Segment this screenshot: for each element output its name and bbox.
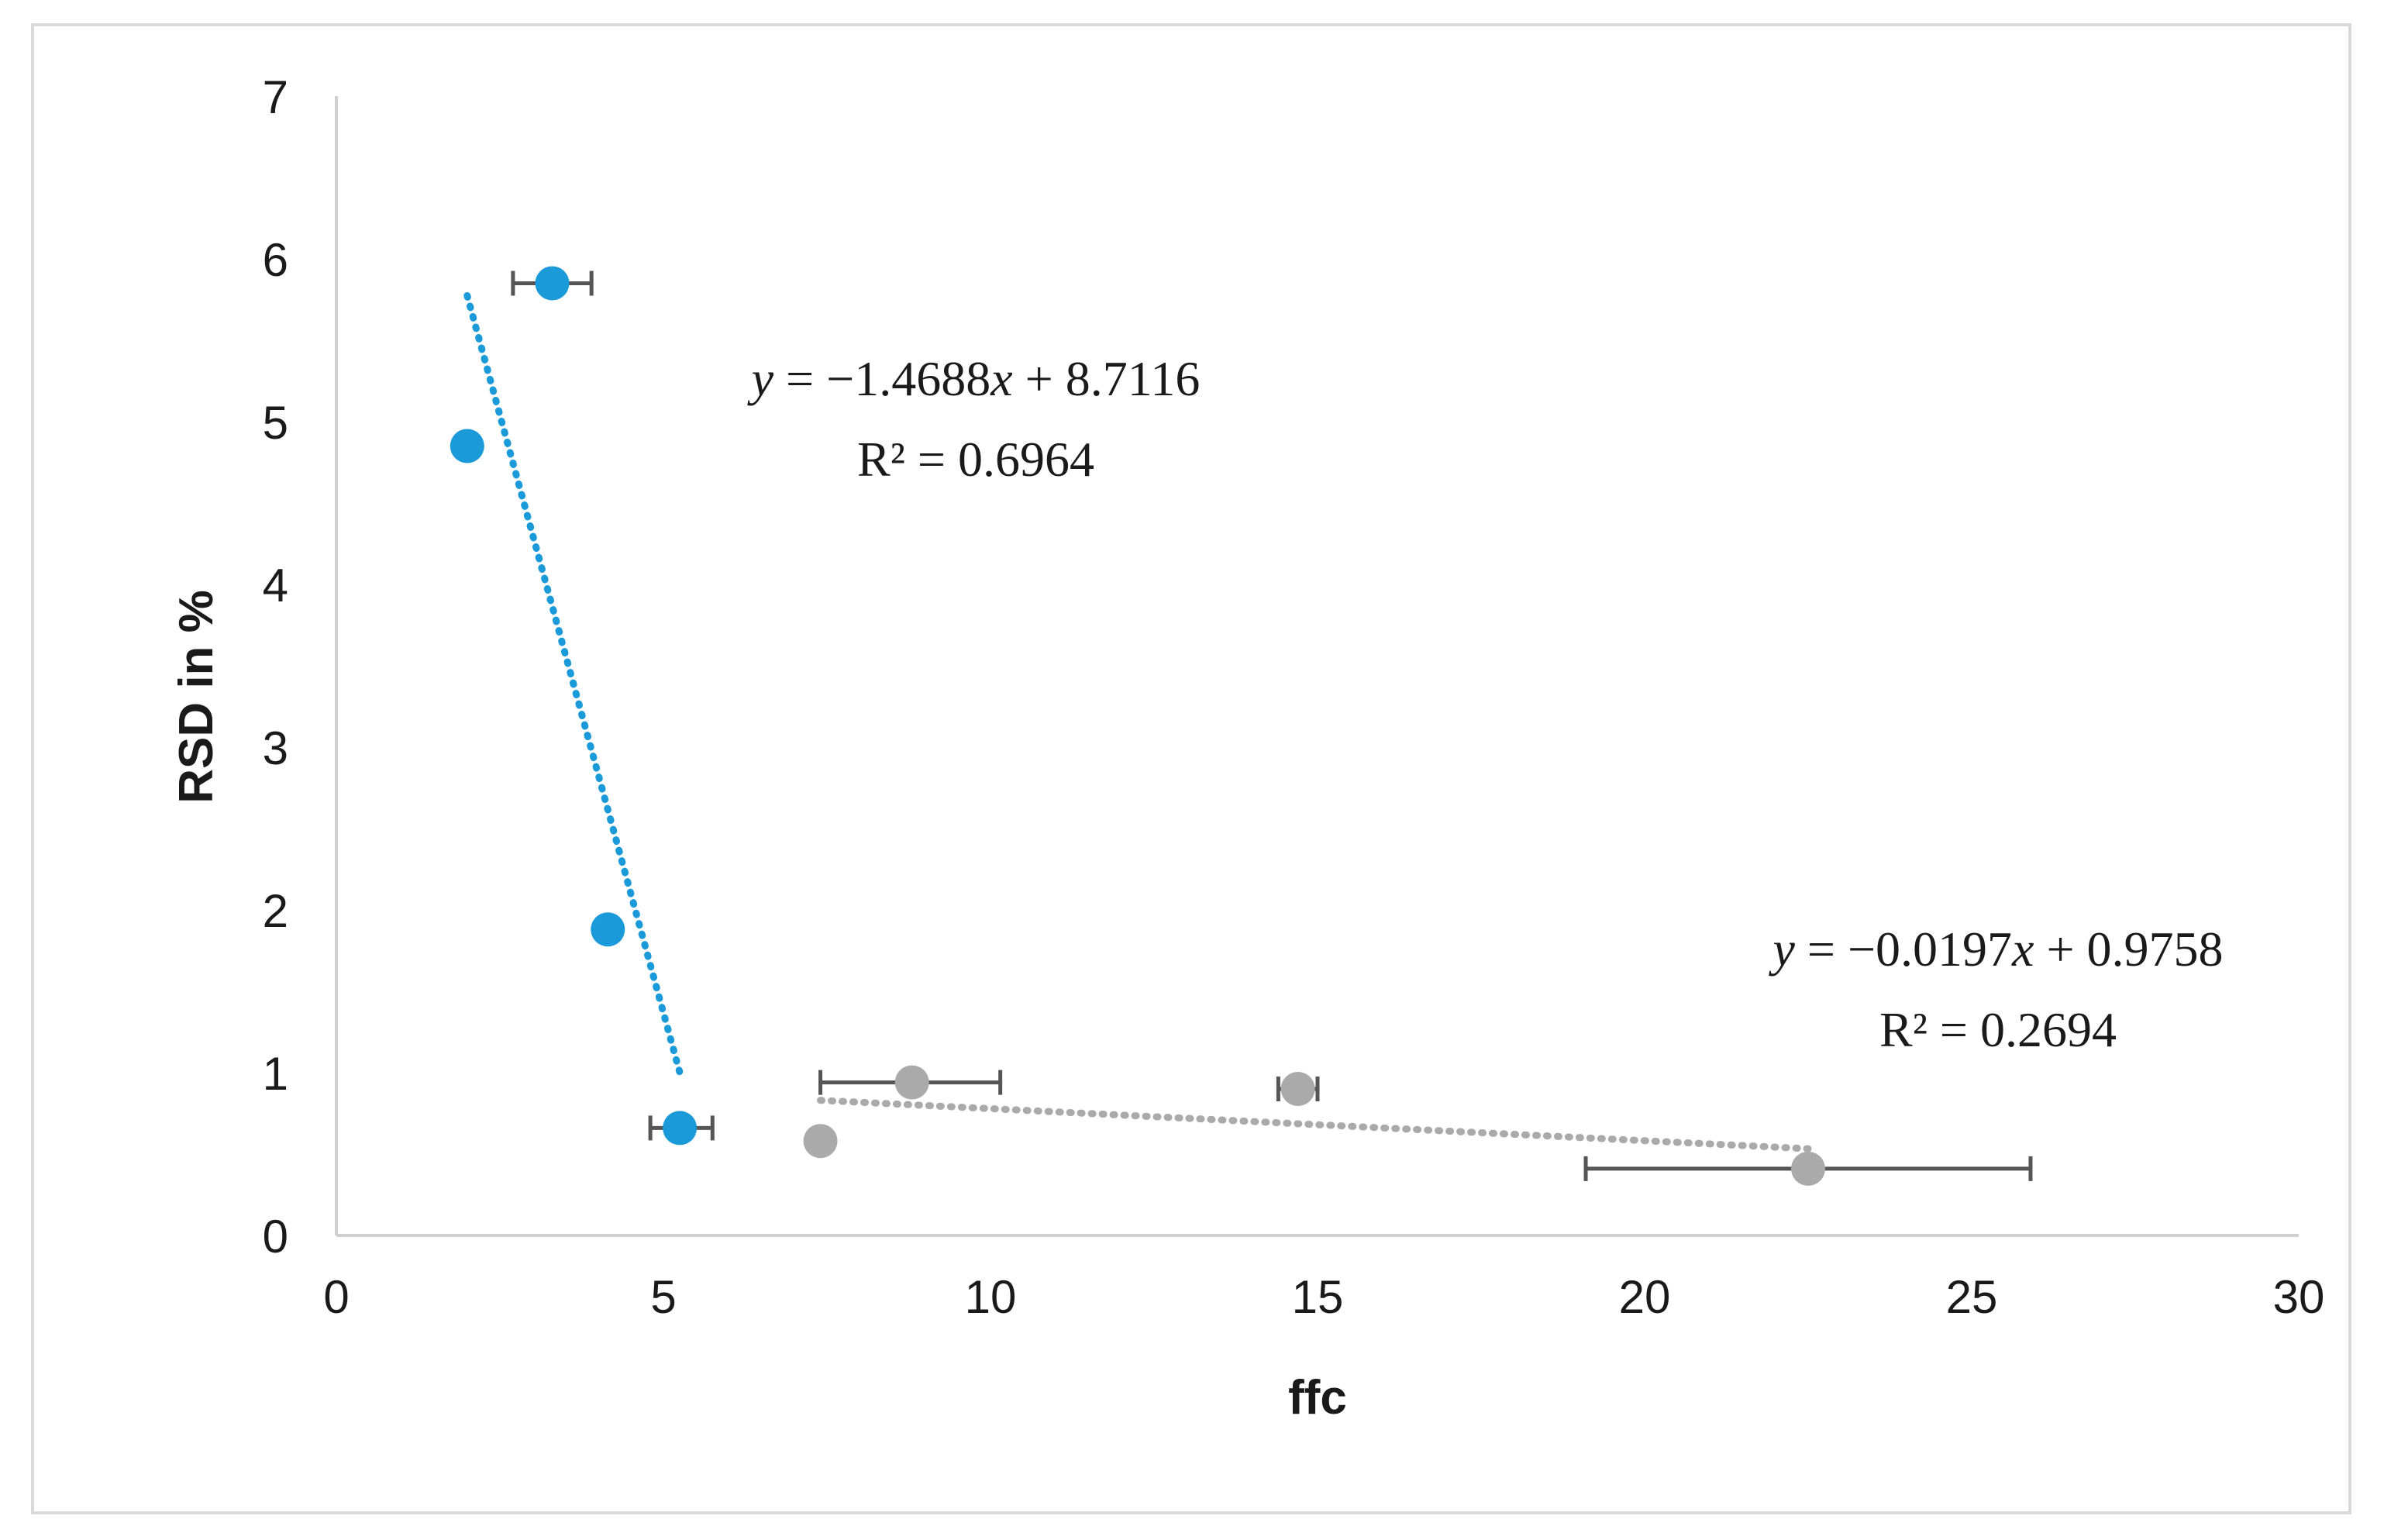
r-squared-gray: R² = 0.2694 [1879,1002,2117,1057]
axes: 0 5 10 15 20 25 30 0 1 2 3 4 5 6 7 [263,71,2325,1323]
y-tick-label: 2 [263,885,288,937]
y-tick-label: 5 [263,397,288,449]
y-tick-label: 1 [263,1048,288,1100]
x-axis-title: ffc [1288,1371,1347,1425]
data-point-blue [663,1111,698,1146]
x-tick-label: 15 [1292,1271,1344,1323]
data-point-gray [894,1065,929,1100]
x-tick-label: 0 [323,1271,349,1323]
r-squared-blue: R² = 0.6964 [857,432,1094,487]
trendline-equation-gray: y = −0.0197x + 0.9758 [1768,922,2223,977]
x-tick-label: 5 [650,1271,676,1323]
data-point-gray [1280,1072,1315,1106]
x-tick-label: 20 [1619,1271,1671,1323]
data-point-blue [591,912,625,947]
y-axis-title: RSD in % [170,590,223,804]
x-tick-label: 30 [2273,1271,2325,1323]
error-bars [511,270,2033,1181]
x-tick-label: 10 [965,1271,1017,1323]
trendline-gray [817,1097,1812,1152]
data-point-blue [450,429,484,463]
labels: ffc RSD in % y = −1.4688x + 8.7116 R² = … [170,351,2224,1425]
trendline-equation-blue: y = −1.4688x + 8.7116 [747,351,1201,406]
x-tick-label: 25 [1946,1271,1998,1323]
y-tick-label: 6 [263,234,288,286]
trendline-blue [463,291,684,1077]
data-points [450,266,1825,1186]
y-tick-label: 3 [263,722,288,774]
chart-frame: 0 5 10 15 20 25 30 0 1 2 3 4 5 6 7 ffc RSD in % y = −1… [31,23,2351,1514]
data-point-gray [803,1124,838,1159]
trendlines [463,291,1812,1152]
y-tick-label: 7 [263,71,288,123]
data-point-blue [535,266,570,301]
scatter-chart: 0 5 10 15 20 25 30 0 1 2 3 4 5 6 7 ffc RSD in % y = −1… [170,71,2325,1425]
y-tick-label: 4 [263,560,288,612]
y-tick-label: 0 [263,1211,288,1263]
data-point-gray [1791,1151,1825,1186]
